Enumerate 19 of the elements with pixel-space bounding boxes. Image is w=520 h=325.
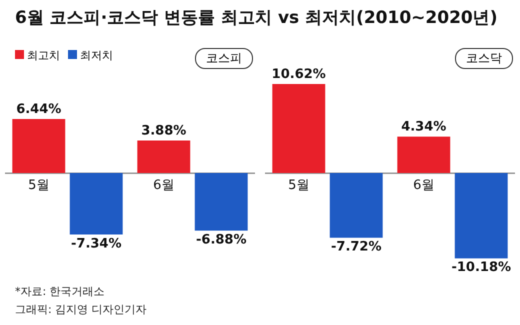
data-label: -6.88% — [196, 232, 246, 248]
x-tick-label: 5월 — [288, 178, 310, 193]
x-tick-label: 6월 — [413, 178, 434, 193]
text: *자료: 한국거래소 — [15, 284, 105, 299]
text: 그래픽: 김지영 디자인기자 — [15, 302, 147, 317]
chart-title: 6월 코스피·코스닥 변동률 최고치 vs 최저치(2010~2020년) — [15, 7, 498, 29]
x-tick-label: 6월 — [153, 178, 174, 193]
data-label: 4.34% — [401, 120, 446, 135]
chart-subtitle: 코스닥 — [455, 48, 513, 69]
legend-label: 최저치 — [79, 48, 113, 63]
chart-subtitle: 코스피 — [195, 48, 253, 69]
data-label: -7.72% — [331, 240, 382, 255]
data-label: -10.18% — [451, 260, 512, 276]
data-label: 6.44% — [16, 102, 62, 117]
data-label: 10.62% — [272, 66, 326, 82]
x-tick-label: 5월 — [28, 178, 50, 193]
legend-label: 최고치 — [26, 48, 60, 63]
data-label: 3.88% — [141, 123, 186, 138]
data-label: -7.34% — [71, 236, 122, 252]
